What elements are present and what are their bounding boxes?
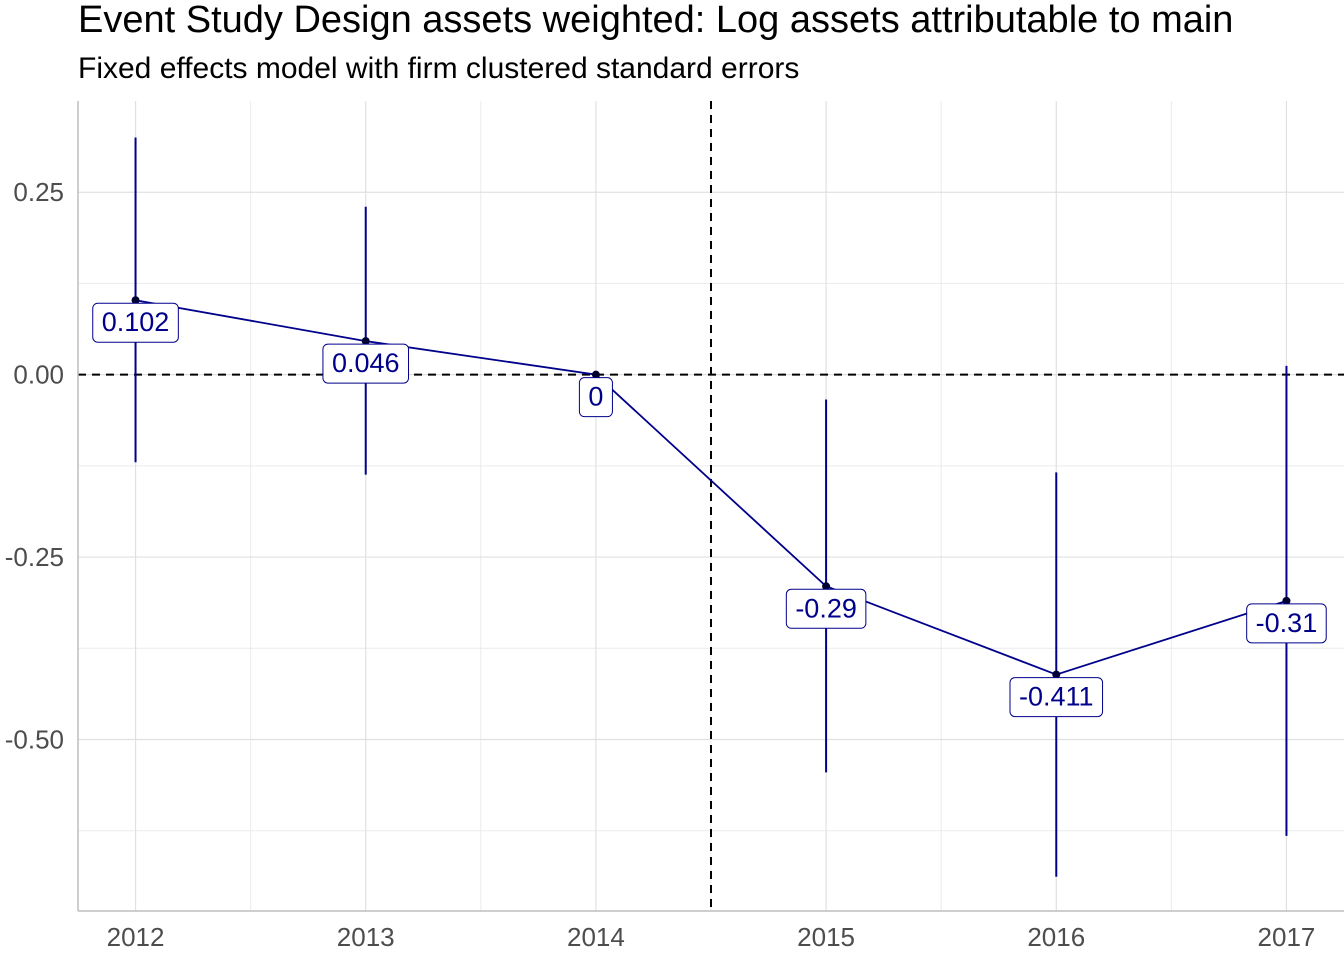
series-line [135,299,1287,676]
x-tick-label: 2015 [797,922,855,952]
data-label-text: 0.102 [102,307,170,337]
data-label-text: -0.29 [795,593,857,623]
data-point [361,337,370,346]
data-labels: 0.102 0.046 0 -0.29 -0.411 -0.31 [92,302,1327,718]
data-point [1052,670,1061,679]
y-tick-label: -0.50 [5,725,64,755]
x-tick-label: 2013 [337,922,395,952]
y-tick-label: 0.00 [13,360,64,390]
chart-title: Event Study Design assets weighted: Log … [78,0,1234,41]
data-label: 0 [578,377,613,418]
x-tick-label: 2016 [1027,922,1085,952]
data-label-box [1009,677,1104,718]
data-label-text: 0 [588,382,603,412]
tick-labels: 0.25 0.00 -0.25 -0.50 2012 2013 2014 2015 2016 20… [5,177,1316,952]
reference-lines [78,101,1344,911]
axes [77,101,1344,912]
series-layer [131,137,1291,877]
data-label: 0.102 [92,302,179,343]
data-label-box [785,588,867,629]
x-tick-label: 2014 [567,922,625,952]
data-label: 0.046 [322,343,410,384]
data-label-box [322,343,410,384]
data-label-box [92,302,179,343]
chart-subtitle: Fixed effects model with firm clustered … [78,52,800,85]
data-point [591,370,600,379]
data-label-box [578,377,613,418]
data-label: -0.411 [1009,677,1104,718]
data-point [822,582,831,591]
x-tick-label: 2017 [1258,922,1316,952]
data-point [1282,596,1291,605]
x-tick-label: 2012 [107,922,165,952]
data-label: -0.29 [785,588,867,629]
data-label-box [1246,603,1327,644]
data-point [131,296,140,305]
data-label: -0.31 [1246,603,1327,644]
data-label-text: -0.31 [1256,608,1318,638]
data-label-text: 0.046 [332,348,400,378]
data-label-text: -0.411 [1019,682,1094,712]
y-tick-label: -0.25 [5,542,64,572]
y-tick-label: 0.25 [13,177,64,207]
